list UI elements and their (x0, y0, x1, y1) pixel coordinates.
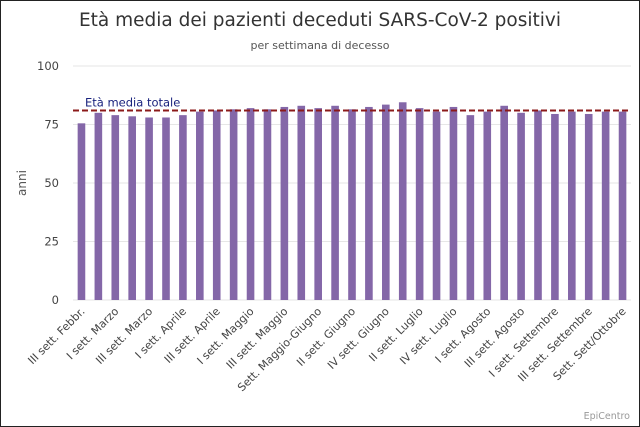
y-tick-label-1: 25 (44, 235, 59, 249)
x-tick-label-16: II sett. Giugno (294, 305, 358, 369)
bar-9 (229, 109, 238, 300)
y-tick-label-2: 50 (44, 176, 59, 190)
chart-title: Età media dei pazienti deceduti SARS-CoV… (79, 10, 561, 31)
bar-8 (212, 110, 221, 301)
bar-7 (196, 111, 204, 300)
bar-19 (398, 102, 407, 301)
bar-5 (162, 117, 170, 300)
bar-26 (517, 112, 525, 300)
reference-line-layer: Età media totale (73, 95, 631, 112)
bar-16 (348, 109, 356, 300)
bar-17 (365, 106, 373, 300)
bar-3 (128, 116, 136, 300)
y-axis-label: anni (15, 170, 29, 196)
bar-6 (179, 115, 187, 300)
bar-20 (415, 108, 424, 301)
bar-24 (483, 111, 492, 300)
x-tick-label-26: III sett. Agosto (462, 305, 527, 370)
x-tick-label-0: III sett. Febbr. (25, 305, 87, 367)
bar-15 (331, 105, 339, 300)
bar-12 (280, 106, 289, 300)
bar-4 (145, 117, 153, 300)
bar-32 (618, 111, 627, 300)
bar-27 (534, 110, 542, 301)
bar-1 (94, 112, 103, 300)
bar-25 (500, 105, 508, 300)
y-tick-label-0: 0 (52, 293, 59, 307)
y-tick-labels: 0 25 50 75 100 (37, 59, 59, 307)
y-tick-label-3: 75 (44, 118, 59, 132)
bar-2 (111, 115, 120, 300)
bar-layer (77, 102, 627, 301)
bar-21 (432, 111, 441, 300)
bar-0 (77, 123, 86, 300)
bar-28 (551, 113, 559, 300)
bar-18 (382, 104, 390, 300)
bar-10 (246, 108, 255, 301)
bar-23 (466, 115, 475, 300)
bar-30 (584, 113, 593, 300)
reference-line-label: Età media totale (85, 95, 180, 109)
bar-14 (314, 108, 322, 301)
bar-22 (449, 106, 458, 300)
y-tick-label-4: 100 (37, 59, 59, 73)
chart-subtitle: per settimana di decesso (251, 39, 390, 52)
bar-31 (601, 111, 610, 300)
bar-13 (297, 105, 306, 300)
source-credit: EpiCentro (584, 411, 631, 422)
bar-29 (568, 111, 576, 300)
bar-11 (263, 109, 272, 300)
